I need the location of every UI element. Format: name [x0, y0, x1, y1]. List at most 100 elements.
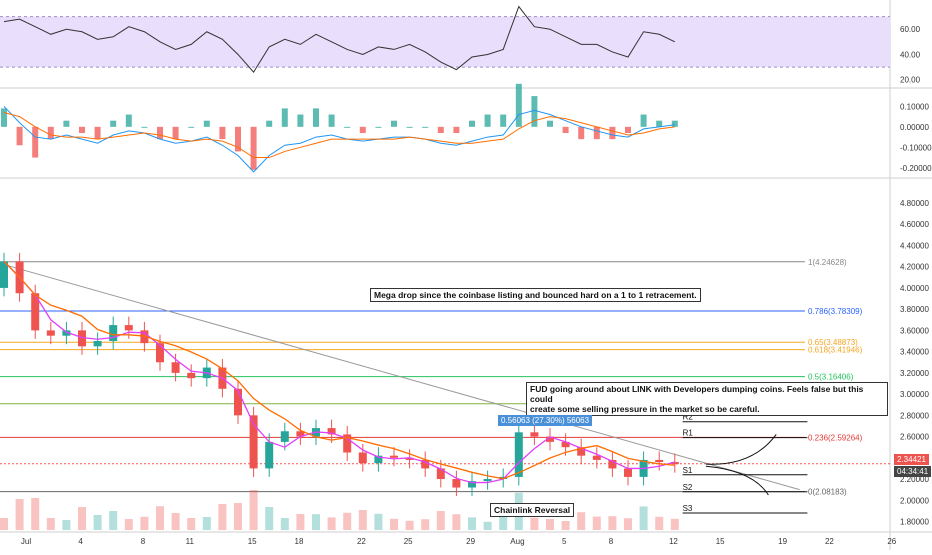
- macd-histogram-bar: [125, 114, 132, 127]
- volume-bar: [187, 518, 196, 530]
- macd-histogram-bar: [250, 126, 257, 170]
- volume-bar: [577, 512, 586, 530]
- price-tick-label: 4.20000: [900, 263, 929, 272]
- macd-histogram-bar: [266, 120, 273, 127]
- candle-body: [374, 455, 383, 464]
- fib-level-label: 0.618(3.41946): [808, 346, 863, 355]
- pivot-label: S3: [683, 504, 693, 513]
- candle-body: [530, 432, 539, 437]
- candle-body: [468, 481, 476, 488]
- macd-histogram-bar: [188, 126, 195, 128]
- rsi-line: [3, 5, 676, 73]
- x-tick-label: 12: [669, 537, 678, 546]
- macd-line: [3, 105, 675, 173]
- macd-histogram-bar: [47, 126, 54, 140]
- macd-histogram-bar: [328, 114, 335, 127]
- x-tick-label: 26: [887, 537, 896, 546]
- price-tick-label: 3.80000: [900, 305, 929, 314]
- x-tick-label: 18: [295, 537, 304, 546]
- volume-bar: [249, 490, 258, 530]
- volume-bar: [343, 512, 352, 530]
- countdown-tag: 04:34:41: [894, 466, 932, 477]
- price-tick-label: 4.00000: [900, 284, 929, 293]
- x-tick-label: 15: [248, 537, 257, 546]
- macd-histogram-bar: [500, 114, 507, 127]
- pivot-label: R2: [683, 413, 694, 422]
- moving-average-fast: [3, 260, 675, 484]
- volume-bar: [62, 520, 71, 530]
- volume-bar: [436, 511, 445, 530]
- x-tick-label: 29: [466, 537, 475, 546]
- macd-histogram-bar: [281, 108, 288, 127]
- volume-bar: [405, 520, 414, 530]
- rsi-tick-label: 60.00: [900, 25, 921, 34]
- macd-histogram-bar: [94, 126, 101, 140]
- volume-bar: [31, 498, 40, 530]
- pivot-label: R1: [683, 429, 694, 438]
- price-tick-label: 3.00000: [900, 390, 929, 399]
- trendline: [3, 264, 800, 491]
- macd-histogram-bar: [609, 126, 616, 140]
- rsi-pane: 60.00 40.00 20.00: [0, 5, 921, 85]
- macd-tick-label: -0.10000: [900, 143, 932, 152]
- macd-histogram-bar: [141, 126, 148, 128]
- x-tick-label: 4: [78, 537, 83, 546]
- macd-histogram-bar: [531, 96, 538, 127]
- macd-histogram-bar: [625, 126, 631, 133]
- macd-histogram-bar: [79, 126, 85, 133]
- macd-pane: 0.10000 0.00000 -0.10000 -0.20000: [1, 83, 932, 173]
- volume-bar: [265, 507, 274, 530]
- candle-body: [187, 372, 196, 379]
- macd-histogram-bar: [578, 126, 585, 140]
- macd-histogram-bar: [422, 126, 429, 128]
- x-tick-label: Jul: [21, 537, 31, 546]
- candle-body: [265, 441, 274, 469]
- macd-histogram-bar: [484, 114, 491, 127]
- candle-body: [358, 452, 367, 464]
- macd-histogram-bar: [375, 126, 382, 128]
- macd-histogram-bar: [640, 114, 647, 127]
- signal-line: [3, 112, 675, 159]
- volume-bar: [78, 507, 86, 530]
- macd-histogram-bar: [32, 126, 39, 158]
- candle-body: [93, 341, 102, 347]
- candle-body: [140, 330, 149, 344]
- volume-bar: [499, 514, 508, 530]
- mega-drop-annotation[interactable]: Mega drop since the coinbase listing and…: [370, 288, 701, 302]
- price-tick-label: 1.80000: [900, 518, 929, 527]
- candle-body: [670, 462, 679, 465]
- pivot-label: S1: [683, 466, 693, 475]
- x-tick-label: 25: [404, 537, 413, 546]
- macd-histogram-bar: [515, 83, 522, 127]
- x-tick-label: 19: [778, 537, 787, 546]
- volume-bar: [218, 504, 227, 530]
- volume-bar: [374, 513, 383, 530]
- rsi-tick-label: 20.00: [900, 76, 921, 85]
- macd-histogram-bar: [391, 120, 397, 127]
- projection-arrow-up: [705, 434, 777, 465]
- volume-bar: [109, 511, 118, 530]
- macd-histogram-bar: [110, 120, 117, 127]
- volume-bar: [234, 503, 242, 530]
- moving-average-slow: [3, 260, 675, 480]
- macd-histogram-bar: [469, 120, 475, 127]
- macd-histogram-bar: [203, 120, 210, 127]
- mega-drop-text: Mega drop since the coinbase listing and…: [374, 290, 697, 300]
- candle-body: [46, 330, 55, 336]
- candle-body: [343, 434, 352, 453]
- reversal-annotation[interactable]: Chainlink Reversal: [490, 503, 575, 517]
- candle-body: [327, 428, 336, 435]
- volume-bar: [452, 514, 461, 530]
- volume-bar: [592, 516, 601, 530]
- fud-annotation[interactable]: FUD going around about LINK with Develop…: [526, 382, 888, 416]
- volume-bar: [670, 518, 679, 530]
- measure-label[interactable]: 0.56063 (27.30%) 56063: [498, 415, 593, 426]
- volume-bar: [468, 517, 476, 530]
- x-tick-label: 22: [825, 537, 834, 546]
- price-tick-label: 3.20000: [900, 369, 929, 378]
- volume-bar: [546, 519, 554, 530]
- candle-body: [608, 459, 617, 469]
- volume-bar: [421, 519, 430, 530]
- x-axis: Jul 4 8 11 15 18 22 25 29 Aug 5 8 12 15 19 22 26: [21, 537, 897, 546]
